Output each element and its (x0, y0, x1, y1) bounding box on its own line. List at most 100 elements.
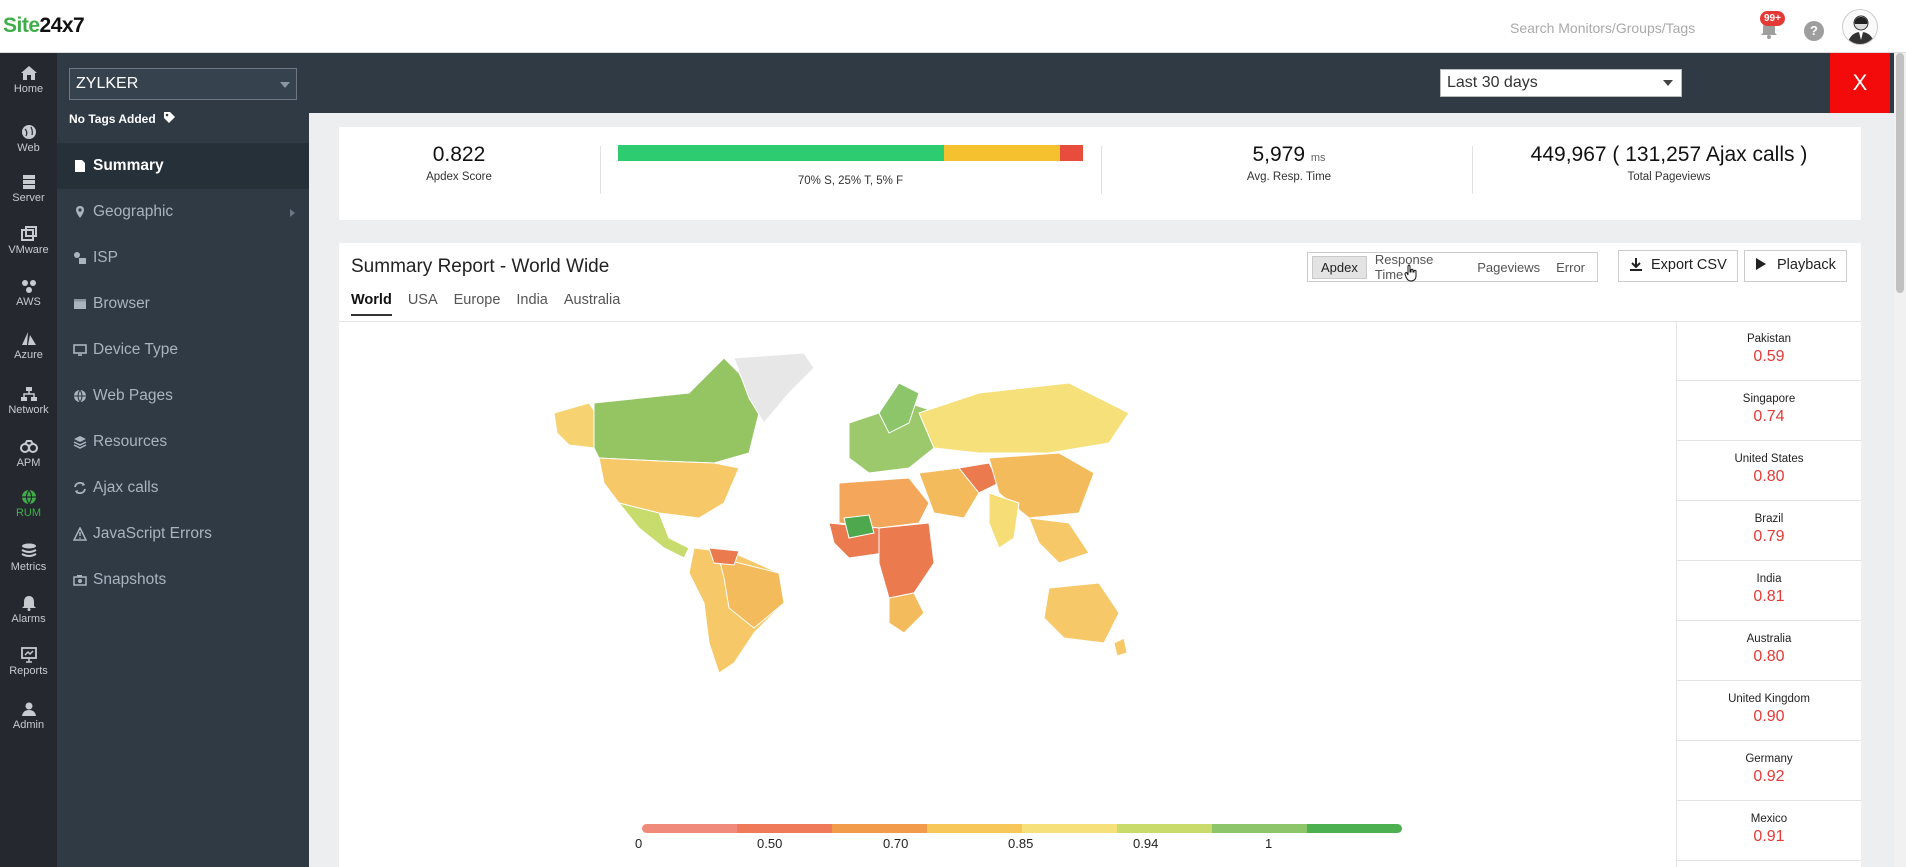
nav-label: Ajax calls (93, 479, 159, 496)
nav-item-snapshots[interactable]: Snapshots (57, 557, 309, 603)
tab-india[interactable]: India (516, 292, 548, 308)
tab-pageviews[interactable]: Pageviews (1477, 259, 1541, 275)
hand-cursor-icon (1404, 264, 1417, 282)
rail-item-azure[interactable]: Azure (0, 331, 57, 361)
country-score-list: Pakistan 0.59 Singapore 0.74 United States… (1676, 321, 1861, 867)
legend-color-stop (642, 824, 737, 833)
tab-world[interactable]: World (351, 292, 392, 316)
tab-error[interactable]: Error (1556, 259, 1585, 275)
nav-item-device-type[interactable]: Device Type (57, 327, 309, 373)
region-mali[interactable] (843, 514, 875, 539)
apdex-breakdown-bar (618, 145, 1083, 161)
rail-item-vmware[interactable]: VMware (0, 226, 57, 256)
legend-color-stop (1212, 824, 1307, 833)
region-usa[interactable] (598, 457, 740, 519)
apdex-color-scale (642, 824, 1402, 833)
rail-item-network[interactable]: Network (0, 386, 57, 416)
rail-item-alarms[interactable]: Alarms (0, 595, 57, 625)
legend-label: 0.50 (757, 836, 783, 851)
tag-icon[interactable] (163, 111, 176, 124)
region-mexico[interactable] (617, 502, 690, 559)
close-button[interactable]: X (1830, 53, 1890, 113)
nav-item-summary[interactable]: Summary (57, 143, 309, 189)
region-middle-east[interactable] (918, 467, 980, 519)
nav-item-javascript-errors[interactable]: JavaScript Errors (57, 511, 309, 557)
rail-item-apm[interactable]: APM (0, 439, 57, 469)
list-item[interactable]: Pakistan 0.59 (1677, 321, 1861, 381)
region-india[interactable] (988, 492, 1020, 549)
tags-area[interactable]: No Tags Added (69, 111, 176, 126)
camera-icon (73, 575, 87, 586)
region-russia[interactable] (918, 382, 1129, 454)
rail-item-rum[interactable]: RUM (0, 489, 57, 519)
region-alaska[interactable] (553, 402, 600, 449)
nav-item-browser[interactable]: Browser (57, 281, 309, 327)
rail-item-metrics[interactable]: Metrics (0, 543, 57, 573)
tab-apdex[interactable]: Apdex (1312, 255, 1367, 279)
region-southern-africa[interactable] (888, 592, 925, 634)
region-venezuela[interactable] (708, 547, 740, 566)
rail-item-admin[interactable]: Admin (0, 701, 57, 731)
time-range-value: Last 30 days (1447, 74, 1538, 91)
world-apdex-map[interactable] (549, 353, 1129, 673)
help-icon[interactable]: ? (1804, 21, 1824, 41)
logo-text-part1: Site (3, 14, 40, 37)
monitor-select[interactable]: ZYLKER (69, 68, 297, 100)
aws-icon (21, 280, 36, 293)
region-southeast-asia[interactable] (1028, 517, 1090, 564)
nav-item-ajax-calls[interactable]: Ajax calls (57, 465, 309, 511)
list-item[interactable]: United Kingdom 0.90 (1677, 681, 1861, 741)
list-item[interactable]: United States 0.80 (1677, 441, 1861, 501)
legend-label: 0.85 (1008, 836, 1034, 851)
globe-icon (21, 125, 36, 139)
playback-button[interactable]: Playback (1744, 250, 1847, 282)
search-input[interactable]: Search Monitors/Groups/Tags (1510, 20, 1696, 36)
apdex-score-label: Apdex Score (426, 171, 492, 183)
rail-item-reports[interactable]: Reports (0, 647, 57, 677)
region-australia[interactable] (1043, 582, 1120, 644)
region-canada[interactable] (593, 357, 760, 464)
rail-item-home[interactable]: Home (0, 65, 57, 95)
tab-europe[interactable]: Europe (453, 292, 501, 308)
metric-tab-group: Apdex Response Time Pageviews Error (1307, 252, 1598, 282)
admin-icon (21, 702, 36, 716)
rail-label: Azure (14, 349, 43, 361)
monitor-select-value: ZYLKER (76, 75, 139, 92)
rail-item-web[interactable]: Web (0, 124, 57, 154)
site24x7-logo[interactable]: Site24x7 (3, 14, 85, 38)
country-score: 0.59 (1753, 348, 1785, 365)
rail-label: Network (8, 404, 49, 416)
list-item[interactable]: Brazil 0.79 (1677, 501, 1861, 561)
nav-label: Web Pages (93, 387, 173, 404)
rail-item-aws[interactable]: AWS (0, 278, 57, 308)
region-new-zealand[interactable] (1113, 637, 1128, 657)
scrollbar[interactable] (1894, 53, 1906, 867)
nav-item-resources[interactable]: Resources (57, 419, 309, 465)
region-greenland[interactable] (733, 353, 815, 424)
list-item[interactable]: Australia 0.80 (1677, 621, 1861, 681)
tab-usa[interactable]: USA (407, 292, 438, 308)
country-score: 0.74 (1753, 408, 1785, 425)
bell-icon (21, 596, 36, 611)
scrollbar-thumb[interactable] (1896, 53, 1904, 293)
rail-item-server[interactable]: Server (0, 174, 57, 204)
list-item[interactable]: India 0.81 (1677, 561, 1861, 621)
list-item[interactable]: Mexico 0.91 (1677, 801, 1861, 861)
region-scandinavia[interactable] (878, 382, 920, 434)
nav-item-isp[interactable]: ISP (57, 235, 309, 281)
avatar[interactable] (1842, 9, 1878, 45)
region-central-africa[interactable] (878, 522, 935, 599)
country-name: Brazil (1754, 513, 1784, 525)
rail-label: Admin (12, 719, 45, 731)
list-item[interactable]: Germany 0.92 (1677, 741, 1861, 801)
network-icon (20, 387, 37, 401)
nav-item-geographic[interactable]: Geographic (57, 189, 309, 235)
list-item[interactable]: Singapore 0.74 (1677, 381, 1861, 441)
tab-response-time[interactable]: Response Time (1374, 252, 1434, 282)
region-brazil[interactable] (718, 557, 785, 629)
play-icon (1756, 258, 1766, 270)
time-range-select[interactable]: Last 30 days (1440, 69, 1682, 97)
nav-item-web-pages[interactable]: Web Pages (57, 373, 309, 419)
export-csv-button[interactable]: Export CSV (1618, 250, 1738, 282)
tab-australia[interactable]: Australia (563, 292, 621, 308)
